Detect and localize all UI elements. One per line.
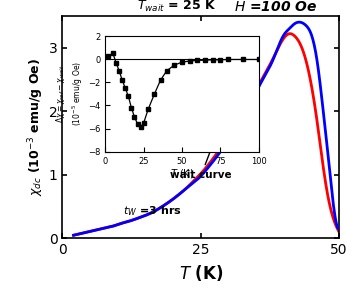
Text: $t_W$ =3 hrs: $t_W$ =3 hrs (123, 204, 182, 218)
Text: wait curve: wait curve (170, 144, 232, 180)
Y-axis label: $\chi_{dc}$ (10$^{-3}$ emu/g Oe): $\chi_{dc}$ (10$^{-3}$ emu/g Oe) (26, 58, 46, 196)
Y-axis label: $\Delta\chi = \chi_{ref} - \chi_{wait}$
(10$^{-5}$ emu/g Oe): $\Delta\chi = \chi_{ref} - \chi_{wait}$ … (54, 61, 85, 127)
X-axis label: $T$ (K): $T$ (K) (170, 167, 194, 180)
Text: $T_{\mathit{wait}}$ = 25 K: $T_{\mathit{wait}}$ = 25 K (137, 0, 216, 14)
Text: $H$ =100 Oe: $H$ =100 Oe (234, 0, 317, 14)
X-axis label: $T$ (K): $T$ (K) (178, 263, 223, 283)
Text: reference curve: reference curve (156, 115, 250, 148)
